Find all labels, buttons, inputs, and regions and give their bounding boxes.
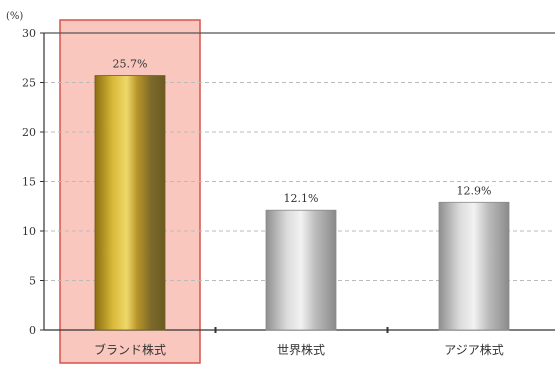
y-tick-label: 15 xyxy=(22,176,36,189)
bar-value-label: 25.7% xyxy=(113,58,148,71)
bar-value-label: 12.9% xyxy=(457,184,492,197)
category-label: 世界株式 xyxy=(277,342,325,357)
y-tick-label: 20 xyxy=(22,126,36,139)
y-tick-label: 5 xyxy=(29,275,36,288)
y-tick-label: 30 xyxy=(22,27,36,40)
y-tick-label: 0 xyxy=(29,324,36,337)
y-unit-label: (%) xyxy=(6,11,23,22)
y-tick-label: 10 xyxy=(22,225,36,238)
category-label: アジア株式 xyxy=(444,342,504,357)
bar-3 xyxy=(438,201,510,331)
bar-2 xyxy=(265,209,337,331)
bar-1 xyxy=(94,75,166,331)
category-label: ブランド株式 xyxy=(94,342,166,357)
bar-value-label: 12.1% xyxy=(284,192,319,205)
y-tick-label: 25 xyxy=(22,77,36,90)
